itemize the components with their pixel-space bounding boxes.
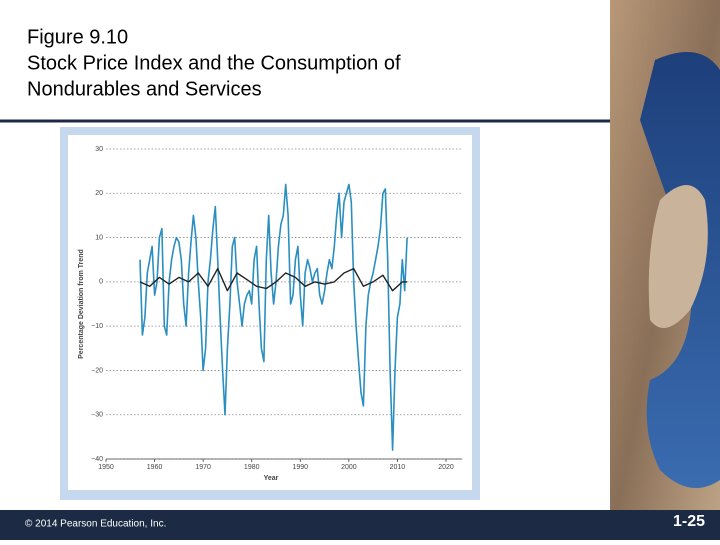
series-line xyxy=(139,267,408,292)
x-tick-label: 1990 xyxy=(292,464,308,471)
x-tick-label: 2010 xyxy=(390,464,406,471)
photo-water xyxy=(640,52,720,488)
series-line xyxy=(139,183,408,451)
x-tick-label: 1980 xyxy=(244,464,260,471)
y-tick-label: −20 xyxy=(91,367,103,374)
footer-text: © 2014 Pearson Education, Inc. xyxy=(25,519,166,530)
footer-bar xyxy=(0,510,720,540)
y-tick-label: 30 xyxy=(95,146,103,153)
x-tick-label: 2000 xyxy=(341,464,357,471)
y-tick-label: −10 xyxy=(91,323,103,330)
x-axis-label: Year xyxy=(264,475,279,482)
y-tick-label: 10 xyxy=(95,234,103,241)
y-tick-label: 20 xyxy=(95,190,103,197)
x-tick-label: 1970 xyxy=(195,464,211,471)
x-tick-label: 2020 xyxy=(438,464,454,471)
y-tick-label: 0 xyxy=(99,279,103,286)
slide-title: Stock Price Index and the Consumption of xyxy=(27,52,401,74)
page-number: 1-25 xyxy=(673,513,705,530)
chart: −40 −30 −20 −10 0 10 20 30 1950 1960 1970 1980 1990 2… xyxy=(78,146,462,482)
figure-panel xyxy=(68,135,472,490)
y-tick-label: −30 xyxy=(91,412,103,419)
slide-title: Nondurables and Services xyxy=(27,78,262,100)
y-axis-label: Percentage Deviation from Trend xyxy=(78,249,85,359)
y-tick-label: −40 xyxy=(91,456,103,463)
photo-rock xyxy=(648,185,708,328)
x-tick-label: 1950 xyxy=(98,464,114,471)
x-tick-label: 1960 xyxy=(147,464,163,471)
slide-title: Figure 9.10 xyxy=(27,26,128,48)
